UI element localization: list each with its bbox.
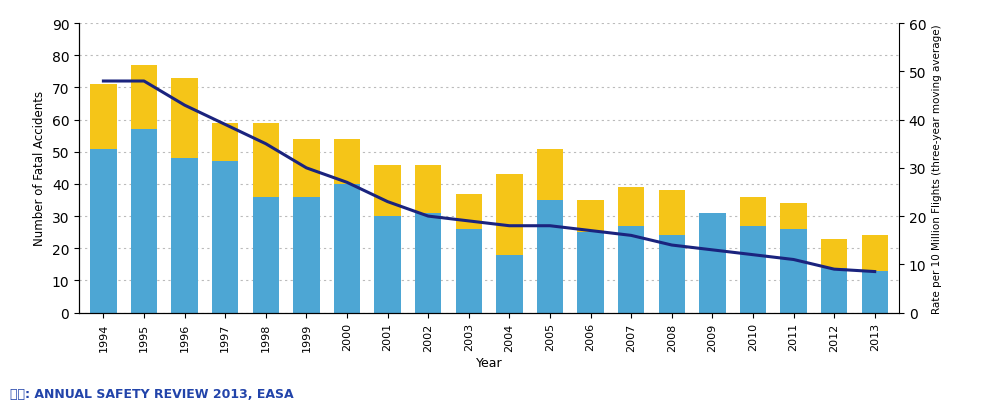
- Bar: [253, 124, 279, 197]
- Rate per 10 million flights: [868, 269, 880, 274]
- Bar: [781, 204, 807, 229]
- Bar: [496, 255, 523, 313]
- Rate per 10 million flights: [625, 233, 637, 238]
- Bar: [740, 226, 766, 313]
- Rate per 10 million flights: [544, 224, 556, 229]
- Bar: [821, 268, 848, 313]
- Rate per 10 million flights: [706, 248, 718, 253]
- Bar: [496, 175, 523, 255]
- Text: 자료: ANNUAL SAFETY REVIEW 2013, EASA: 자료: ANNUAL SAFETY REVIEW 2013, EASA: [10, 387, 293, 400]
- Bar: [781, 229, 807, 313]
- Bar: [862, 236, 888, 271]
- Bar: [334, 184, 361, 313]
- Bar: [659, 236, 685, 313]
- Bar: [455, 229, 482, 313]
- Rate per 10 million flights: [138, 79, 150, 84]
- Y-axis label: Rate per 10 Million Flights (three-year moving average): Rate per 10 Million Flights (three-year …: [932, 24, 942, 313]
- Bar: [293, 140, 319, 197]
- Bar: [618, 226, 644, 313]
- Bar: [577, 200, 604, 233]
- Bar: [253, 197, 279, 313]
- Bar: [862, 271, 888, 313]
- Bar: [455, 194, 482, 229]
- Rate per 10 million flights: [828, 267, 840, 272]
- Rate per 10 million flights: [585, 229, 597, 233]
- Bar: [171, 159, 198, 313]
- Bar: [740, 197, 766, 226]
- Bar: [415, 165, 442, 213]
- Bar: [415, 213, 442, 313]
- Rate per 10 million flights: [300, 166, 312, 171]
- Bar: [618, 188, 644, 226]
- Bar: [577, 233, 604, 313]
- Bar: [171, 79, 198, 159]
- Rate per 10 million flights: [341, 180, 353, 185]
- Bar: [536, 200, 563, 313]
- Bar: [212, 124, 238, 162]
- Rate per 10 million flights: [260, 142, 272, 147]
- Rate per 10 million flights: [381, 200, 393, 205]
- Rate per 10 million flights: [504, 224, 516, 229]
- Bar: [90, 85, 117, 149]
- Bar: [821, 239, 848, 268]
- X-axis label: Year: Year: [476, 356, 502, 369]
- Bar: [700, 213, 725, 313]
- Bar: [334, 140, 361, 184]
- Rate per 10 million flights: [747, 253, 759, 257]
- Rate per 10 million flights: [666, 243, 678, 248]
- Bar: [536, 149, 563, 200]
- Rate per 10 million flights: [462, 219, 474, 224]
- Bar: [374, 217, 401, 313]
- Bar: [130, 66, 157, 130]
- Bar: [90, 149, 117, 313]
- Line: Rate per 10 million flights: Rate per 10 million flights: [104, 82, 874, 272]
- Rate per 10 million flights: [98, 79, 110, 84]
- Rate per 10 million flights: [219, 123, 231, 128]
- Bar: [374, 165, 401, 217]
- Bar: [130, 130, 157, 313]
- Rate per 10 million flights: [422, 214, 434, 219]
- Rate per 10 million flights: [787, 257, 799, 262]
- Rate per 10 million flights: [179, 103, 191, 108]
- Bar: [212, 162, 238, 313]
- Y-axis label: Number of Fatal Accidents: Number of Fatal Accidents: [34, 91, 46, 246]
- Bar: [659, 191, 685, 236]
- Bar: [293, 197, 319, 313]
